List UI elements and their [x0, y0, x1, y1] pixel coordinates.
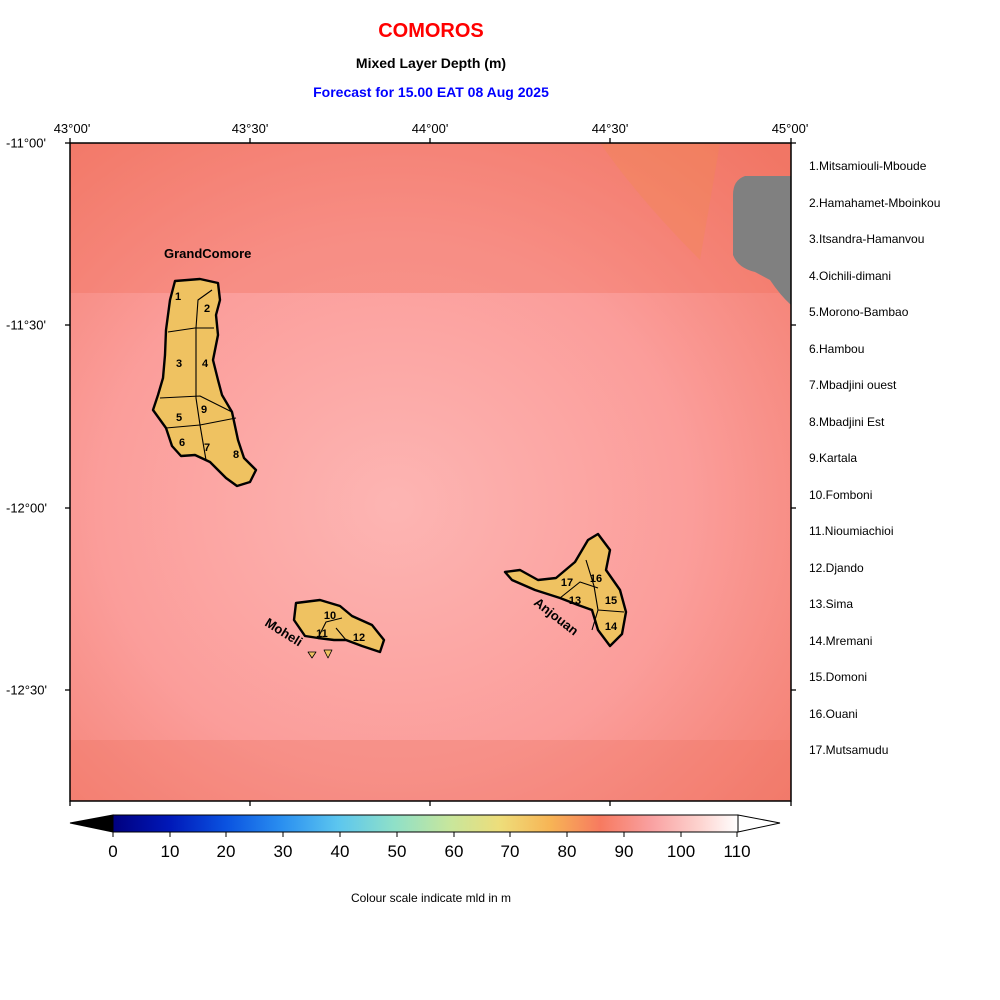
region-number: 6: [179, 437, 185, 449]
lon-label: 43°30': [231, 121, 269, 136]
colorbar-low-arrow: [69, 814, 114, 833]
legend-item: 11.Nioumiachioi: [809, 524, 894, 538]
lat-label: -12°00': [6, 500, 47, 516]
country-title: COMOROS: [378, 20, 484, 42]
legend-item: 8.Mbadjini Est: [809, 415, 885, 429]
region-number: 12: [353, 632, 365, 644]
lat-label: -11°00': [6, 135, 46, 151]
colorbar-tick-label: 60: [444, 842, 464, 861]
region-number: 1: [175, 291, 181, 303]
anjouan-island: [503, 532, 628, 648]
legend-item: 2.Hamahamet-Mboinkou: [809, 196, 941, 210]
region-number: 3: [176, 358, 182, 370]
region-number: 15: [605, 595, 617, 607]
legend-item: 14.Mremani: [809, 634, 873, 648]
region-number: 11: [316, 628, 328, 640]
colorbar-tick-label: 40: [330, 842, 350, 861]
legend-item: 13.Sima: [809, 597, 854, 611]
frame-ticks: [65, 138, 796, 806]
region-number: 10: [324, 610, 336, 622]
legend-item: 1.Mitsamiouli-Mboude: [809, 159, 927, 173]
colorbar-tick-label: 80: [557, 842, 577, 861]
legend-item: 16.Ouani: [809, 707, 858, 721]
legend-item: 6.Hambou: [809, 342, 865, 356]
legend-item: 4.Oichili-dimani: [809, 269, 892, 283]
sea-field: [70, 143, 791, 801]
colorbar-tick-label: 70: [500, 842, 520, 861]
colorbar-tick-label: 10: [160, 842, 180, 861]
colorbar-tick-label: 100: [666, 842, 696, 861]
legend-item: 7.Mbadjini ouest: [809, 378, 897, 392]
colorbar-tick-label: 110: [723, 842, 751, 861]
region-number: 13: [569, 595, 581, 607]
colorbar-tick-label: 90: [614, 842, 634, 861]
legend-item: 12.Djando: [809, 561, 864, 575]
lon-label: 44°30': [591, 121, 629, 136]
legend-item: 9.Kartala: [809, 451, 858, 465]
colorbar-tick-label: 20: [216, 842, 236, 861]
lon-label: 45°00': [771, 121, 809, 136]
colorbar-tick-label: 30: [273, 842, 293, 861]
region-number: 17: [561, 577, 573, 589]
legend-item: 3.Itsandra-Hamanvou: [809, 232, 925, 246]
region-number: 2: [204, 303, 210, 315]
colorbar-tick-label: 0: [108, 842, 118, 861]
lon-label: 43°00': [53, 121, 91, 136]
colorbar-caption: Colour scale indicate mld in m: [350, 891, 512, 905]
colorbar: [69, 814, 781, 837]
region-number: 14: [605, 621, 618, 633]
region-number: 7: [204, 442, 210, 454]
grand-comore-island: [151, 277, 258, 488]
island-label-grandcomore: GrandComore: [164, 246, 251, 261]
lat-label: -11°30': [6, 317, 46, 333]
region-number: 5: [176, 412, 182, 424]
forecast-title: Forecast for 15.00 EAT 08 Aug 2025: [313, 84, 549, 100]
legend-item: 15.Domoni: [809, 670, 868, 684]
legend-item: 5.Morono-Bambao: [809, 305, 909, 319]
moheli-island: [292, 598, 386, 659]
legend-item: 17.Mutsamudu: [809, 743, 889, 757]
nodata-region: [733, 176, 791, 305]
colorbar-high-arrow: [737, 814, 781, 833]
variable-title: Mixed Layer Depth (m): [355, 55, 507, 71]
region-number: 16: [590, 573, 602, 585]
lon-label: 44°00': [411, 121, 449, 136]
colorbar-tick-label: 50: [387, 842, 407, 861]
region-number: 4: [202, 358, 209, 370]
lat-label: -12°30': [6, 682, 47, 698]
region-number: 8: [233, 449, 239, 461]
legend-item: 10.Fomboni: [809, 488, 873, 502]
region-number: 9: [201, 404, 207, 416]
